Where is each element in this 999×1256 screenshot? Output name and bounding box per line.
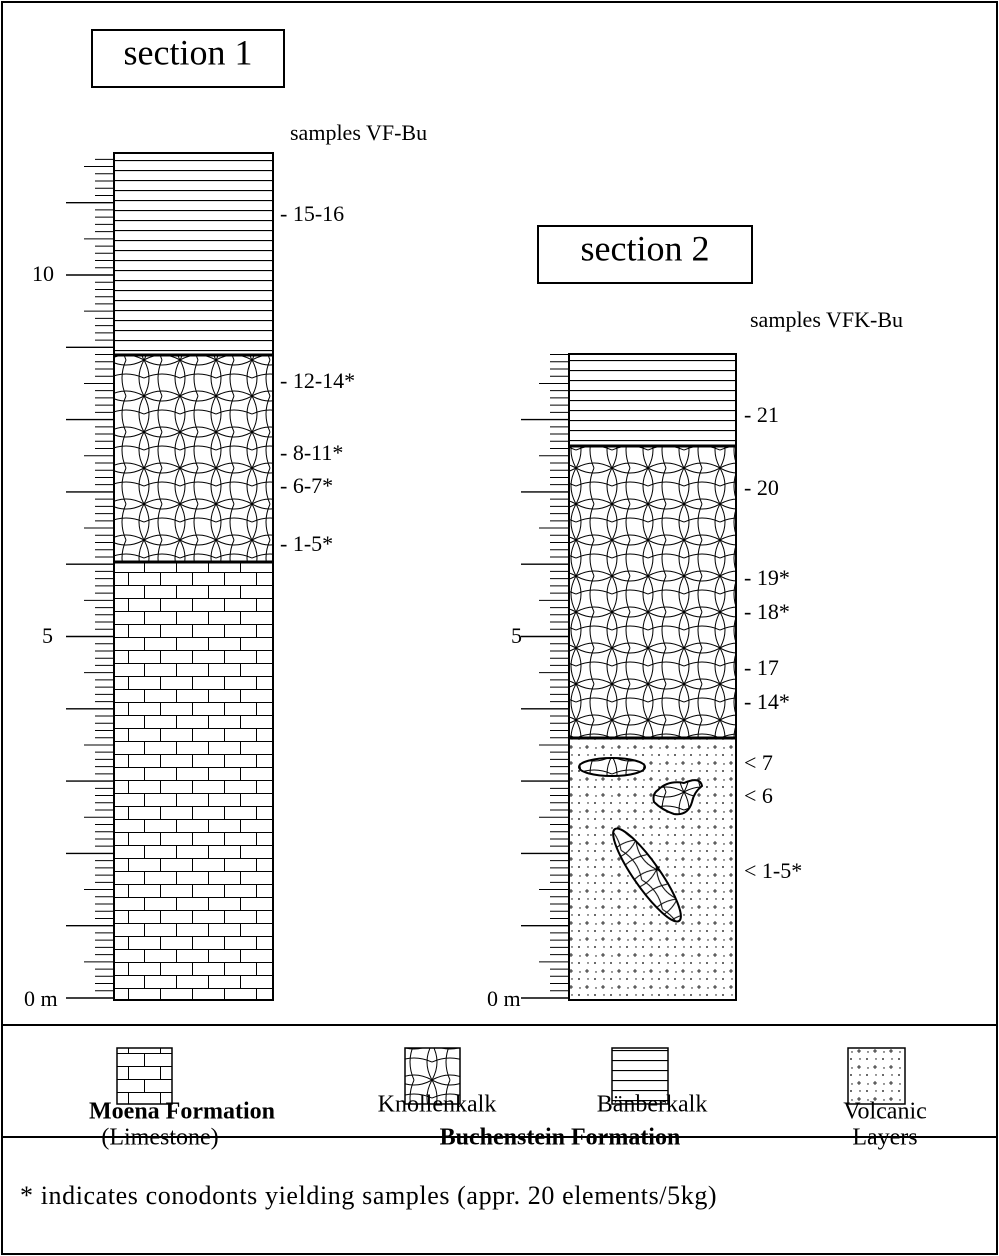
scale-label: 0 m bbox=[487, 986, 521, 1011]
sample-label: - 14* bbox=[744, 689, 790, 714]
layer-knollenkalk bbox=[114, 355, 273, 562]
layer-knollenkalk bbox=[569, 446, 736, 738]
layer-banberkalk bbox=[569, 354, 736, 446]
layer-moena bbox=[114, 562, 273, 1000]
sample-label: - 19* bbox=[744, 565, 790, 590]
layer-banberkalk bbox=[114, 153, 273, 355]
legend-swatch bbox=[117, 1048, 172, 1104]
section-title: section 1 bbox=[124, 32, 253, 72]
column bbox=[569, 354, 736, 1000]
scale bbox=[66, 159, 114, 998]
legend-label: Moena Formation bbox=[89, 1099, 275, 1125]
legend-label: Volcanic bbox=[843, 1099, 927, 1125]
sample-label: - 6-7* bbox=[280, 473, 333, 498]
scale-label: 5 bbox=[511, 623, 522, 648]
sample-label: < 7 bbox=[744, 750, 773, 775]
legend-label: Knollenkalk bbox=[378, 1092, 497, 1118]
scale-label: 0 m bbox=[24, 986, 58, 1011]
sample-label: - 12-14* bbox=[280, 368, 355, 393]
sample-label: - 18* bbox=[744, 599, 790, 624]
scale-label: 10 bbox=[32, 261, 54, 286]
sample-label: - 21 bbox=[744, 402, 779, 427]
sample-label: < 1-5* bbox=[744, 858, 802, 883]
legend-label: Layers bbox=[852, 1125, 917, 1151]
sample-label: - 8-11* bbox=[280, 440, 343, 465]
samples-heading: samples VFK-Bu bbox=[750, 307, 903, 332]
section-title: section 2 bbox=[581, 228, 710, 268]
sample-label: < 6 bbox=[744, 783, 773, 808]
legend-group-label: Buchenstein Formation bbox=[440, 1125, 681, 1151]
samples-heading: samples VF-Bu bbox=[290, 120, 427, 145]
legend-label: Bänberkalk bbox=[597, 1092, 708, 1118]
footnote: * indicates conodonts yielding samples (… bbox=[20, 1181, 717, 1210]
lens bbox=[579, 758, 645, 776]
column bbox=[114, 153, 273, 1000]
sample-label: - 20 bbox=[744, 475, 779, 500]
legend-label: (Limestone) bbox=[101, 1125, 218, 1151]
scale bbox=[521, 355, 569, 998]
sample-label: - 15-16 bbox=[280, 201, 344, 226]
sample-label: - 1-5* bbox=[280, 531, 333, 556]
legend-swatch bbox=[848, 1048, 905, 1104]
sample-label: - 17 bbox=[744, 655, 779, 680]
scale-label: 5 bbox=[42, 623, 53, 648]
diagram: section 1 samples VF-Bu 10 5 0 m - 15-16… bbox=[0, 0, 999, 1256]
